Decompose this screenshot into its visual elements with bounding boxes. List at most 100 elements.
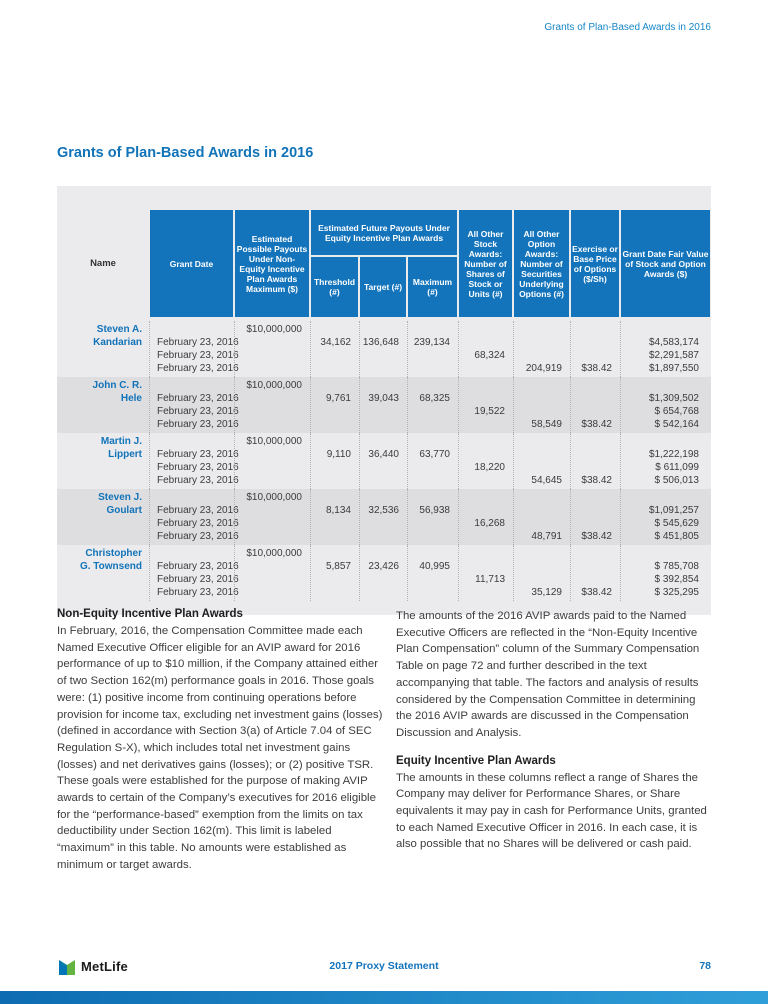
- target-value: 32,536: [368, 505, 399, 516]
- stock-awards-cell: 16,268: [458, 489, 513, 545]
- empty-line: [408, 405, 458, 418]
- empty-line: [571, 491, 620, 504]
- empty-line: [235, 349, 310, 362]
- empty-line: [459, 379, 513, 392]
- empty-line: [459, 336, 513, 349]
- header-threshold-label: Threshold (#): [311, 257, 358, 317]
- empty-line: [621, 547, 711, 560]
- target-cell: 136,648: [359, 321, 407, 377]
- empty-line: [459, 448, 513, 461]
- empty-line: [514, 461, 570, 474]
- empty-line: [311, 530, 359, 543]
- header-equity-subrow: Threshold (#) Target (#) Maximum (#): [310, 257, 458, 317]
- stock-awards-value: 11,713: [475, 574, 505, 585]
- empty-line: [150, 323, 234, 336]
- empty-line: [408, 418, 458, 431]
- empty-line: [571, 547, 620, 560]
- non-equity-max-value: $10,000,000: [246, 324, 302, 335]
- empty-line: [311, 461, 359, 474]
- executive-block: Christopher G. Townsend February 23, 2016 F…: [57, 545, 711, 601]
- empty-line: [311, 435, 359, 448]
- maximum-cell: 40,995: [407, 545, 458, 601]
- empty-line: [459, 418, 513, 431]
- header-name: Name: [90, 258, 116, 269]
- empty-line: [571, 504, 620, 517]
- grant-date: February 23, 2016: [157, 475, 239, 486]
- name-cell: Steven A. Kandarian: [57, 321, 149, 377]
- grant-date-cell: February 23, 2016 February 23, 2016 Februa…: [149, 489, 239, 545]
- metlife-brand: MetLife: [57, 957, 128, 976]
- header-option-awards: All Other Option Awards: Number of Secur…: [513, 210, 570, 317]
- grants-table: Name Grant Date Estimated Possible Payou…: [57, 186, 711, 615]
- option-awards-cell: 48,791: [513, 489, 570, 545]
- header-exercise-price-label: Exercise or Base Price of Options ($/Sh): [571, 210, 619, 317]
- fair-value-cell: $ 785,708 $ 392,854 $ 325,295: [620, 545, 711, 601]
- empty-line: [311, 573, 359, 586]
- empty-line: [360, 435, 407, 448]
- empty-line: [408, 362, 458, 375]
- empty-line: [360, 573, 407, 586]
- option-awards-cell: 54,645: [513, 433, 570, 489]
- stock-awards-cell: 11,713: [458, 545, 513, 601]
- fair-value-3: $ 325,295: [654, 587, 700, 598]
- non-equity-max-cell: $10,000,000: [234, 321, 310, 377]
- empty-line: [514, 517, 570, 530]
- empty-line: [514, 491, 570, 504]
- executive-name-line2: Hele: [120, 393, 142, 404]
- option-awards-cell: 35,129: [513, 545, 570, 601]
- grant-date: February 23, 2016: [157, 518, 239, 529]
- avip-paragraph: The amounts of the 2016 AVIP awards paid…: [396, 610, 700, 739]
- empty-line: [311, 323, 359, 336]
- empty-line: [514, 560, 570, 573]
- empty-line: [235, 586, 310, 599]
- executive-block: Martin J. Lippert February 23, 2016 Februar…: [57, 433, 711, 489]
- empty-line: [571, 560, 620, 573]
- empty-line: [459, 474, 513, 487]
- empty-line: [514, 336, 570, 349]
- empty-line: [571, 405, 620, 418]
- threshold-cell: 8,134: [310, 489, 359, 545]
- empty-line: [408, 474, 458, 487]
- executive-block: Steven A. Kandarian February 23, 2016 Febru…: [57, 321, 711, 377]
- option-awards-value: 54,645: [531, 475, 562, 486]
- name-cell: Steven J. Goulart: [57, 489, 149, 545]
- fair-value-1: $4,583,174: [648, 337, 699, 348]
- executive-block: John C. R. Hele February 23, 2016 February …: [57, 377, 711, 433]
- stock-awards-cell: 18,220: [458, 433, 513, 489]
- fair-value-cell: $1,309,502 $ 654,768 $ 542,164: [620, 377, 711, 433]
- empty-line: [621, 323, 711, 336]
- option-awards-value: 35,129: [531, 587, 562, 598]
- empty-line: [235, 448, 310, 461]
- non-equity-max-cell: $10,000,000: [234, 433, 310, 489]
- empty-line: [408, 517, 458, 530]
- empty-line: [311, 379, 359, 392]
- executive-name-line1: Christopher: [85, 548, 142, 559]
- option-awards-cell: 58,549: [513, 377, 570, 433]
- grant-date: February 23, 2016: [157, 406, 239, 417]
- equity-paragraph: The amounts in these columns reflect a r…: [396, 771, 707, 851]
- empty-line: [514, 504, 570, 517]
- executive-name-line1: Martin J.: [100, 436, 142, 447]
- threshold-value: 5,857: [325, 561, 351, 572]
- empty-line: [360, 474, 407, 487]
- grant-date: February 23, 2016: [157, 337, 239, 348]
- non-equity-max-cell: $10,000,000: [234, 489, 310, 545]
- maximum-value: 68,325: [419, 393, 450, 404]
- metlife-logo-icon: [57, 957, 77, 976]
- non-equity-paragraph: In February, 2016, the Compensation Comm…: [57, 625, 383, 871]
- empty-line: [57, 362, 149, 375]
- exercise-price-cell: $38.42: [570, 433, 620, 489]
- target-value: 23,426: [368, 561, 399, 572]
- grant-date: February 23, 2016: [157, 419, 239, 430]
- header-target: Target (#): [359, 257, 407, 317]
- empty-line: [408, 547, 458, 560]
- stock-awards-value: 18,220: [474, 462, 505, 473]
- grant-date: February 23, 2016: [157, 393, 239, 404]
- exercise-price-value: $38.42: [581, 475, 612, 486]
- empty-line: [571, 461, 620, 474]
- empty-line: [360, 405, 407, 418]
- stock-awards-value: 68,324: [474, 350, 505, 361]
- empty-line: [150, 435, 234, 448]
- stock-awards-cell: 19,522: [458, 377, 513, 433]
- empty-line: [235, 336, 310, 349]
